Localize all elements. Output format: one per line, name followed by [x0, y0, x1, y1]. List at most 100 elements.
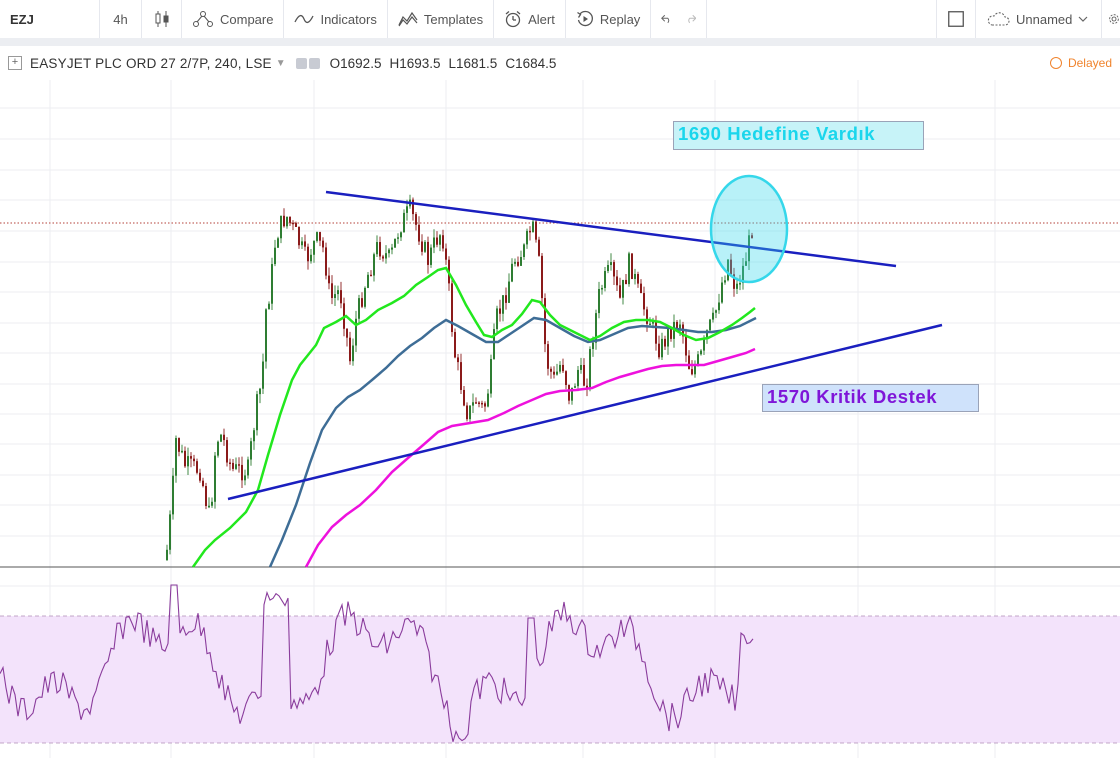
candle-body — [391, 247, 393, 250]
alert-button[interactable]: Alert — [494, 0, 566, 38]
candle-body — [610, 262, 612, 265]
candle-body — [532, 221, 534, 232]
candle-body — [703, 337, 705, 351]
candle-body — [358, 298, 360, 319]
high-key: H — [389, 55, 400, 71]
candle-body — [676, 321, 678, 329]
candle-body — [652, 320, 654, 324]
rsi-line — [0, 584, 754, 742]
interval-button[interactable]: 4h — [100, 0, 142, 38]
candle-body — [451, 283, 453, 333]
plus-icon[interactable]: + — [8, 56, 22, 70]
chart-legend: + EASYJET PLC ORD 27 2/7P, 240, LSE ▼ O 1… — [0, 46, 1120, 80]
candle-body — [523, 244, 525, 257]
candle-body — [235, 464, 237, 469]
candle-body — [415, 214, 417, 225]
candle-body — [658, 343, 660, 358]
candle-body — [400, 232, 402, 238]
indicators-button[interactable]: Indicators — [284, 0, 388, 38]
delayed-badge[interactable]: Delayed — [1049, 56, 1112, 70]
candle-body — [637, 273, 639, 284]
settings-small-icon[interactable] — [308, 57, 320, 69]
candle-body — [721, 282, 723, 303]
low-key: L — [448, 55, 457, 71]
candle-body — [259, 388, 261, 395]
candle-body — [322, 240, 324, 248]
candle-body — [385, 253, 387, 259]
candle-body — [586, 385, 588, 388]
clock-icon — [1049, 57, 1062, 69]
candle-body — [196, 461, 198, 473]
candle-body — [274, 247, 276, 265]
candle-body — [481, 402, 483, 405]
symbol-title[interactable]: EASYJET PLC ORD 27 2/7P, 240, LSE — [30, 55, 272, 71]
candle-body — [655, 320, 657, 344]
candle-body — [355, 318, 357, 346]
candle-body — [301, 241, 303, 246]
candle-body — [640, 283, 642, 294]
candle-body — [511, 263, 513, 282]
candle-body — [580, 364, 582, 370]
layout-menu-button[interactable]: Unnamed — [976, 0, 1102, 38]
candle-body — [172, 475, 174, 515]
candle-body — [373, 254, 375, 276]
ohlc-close: C1684.5 — [505, 56, 556, 71]
candle-body — [730, 259, 732, 275]
candle-body — [691, 369, 693, 375]
candlestick-icon — [155, 11, 168, 27]
eye-icon[interactable] — [295, 57, 307, 69]
candle-body — [709, 319, 711, 331]
open-key: O — [329, 55, 341, 71]
candle-body — [379, 242, 381, 257]
candle-body — [493, 329, 495, 360]
interval-label: 4h — [113, 11, 128, 27]
candle-body — [256, 394, 258, 431]
replay-button[interactable]: Replay — [566, 0, 652, 38]
candle-body — [727, 259, 729, 281]
candle-body — [607, 264, 609, 272]
candle-body — [199, 472, 201, 481]
high-value: 1693.5 — [399, 55, 441, 71]
candle-body — [286, 216, 288, 227]
layout-name: Unnamed — [1016, 11, 1073, 27]
candle-body — [556, 371, 558, 375]
candle-body — [724, 280, 726, 283]
candle-body — [313, 240, 315, 255]
candle-body — [445, 248, 447, 260]
candle-body — [337, 290, 339, 295]
candle-body — [211, 501, 213, 506]
candle-body — [292, 222, 294, 225]
candle-body — [280, 215, 282, 239]
candle-body — [412, 199, 414, 215]
support-annotation[interactable]: 1570 Kritik Destek — [762, 384, 979, 412]
candle-body — [439, 235, 441, 245]
price-chart[interactable] — [0, 46, 1120, 758]
candle-body — [541, 255, 543, 299]
candle-body — [262, 361, 264, 389]
templates-button[interactable]: Templates — [388, 0, 495, 38]
candle-body — [517, 261, 519, 266]
candle-body — [436, 237, 438, 245]
compare-button[interactable]: Compare — [182, 0, 285, 38]
candle-body — [193, 458, 195, 462]
caret-down-icon[interactable]: ▼ — [275, 57, 286, 69]
toolbar-separator — [0, 38, 1120, 46]
symbol-search[interactable]: EZJ — [0, 0, 100, 38]
candle-body — [388, 249, 390, 254]
settings-button[interactable] — [1102, 0, 1120, 38]
candle-body — [217, 441, 219, 456]
indicators-label: Indicators — [320, 11, 377, 27]
undo-icon[interactable] — [661, 13, 672, 25]
gear-icon — [1109, 14, 1119, 24]
chart-style-button[interactable] — [142, 0, 182, 38]
fullscreen-button[interactable] — [936, 0, 976, 38]
symbol-label: EZJ — [10, 11, 34, 27]
candle-body — [241, 464, 243, 481]
candle-body — [577, 369, 579, 387]
candle-body — [487, 393, 489, 407]
target-annotation[interactable]: 1690 Hedefine Vardık — [673, 121, 924, 150]
candle-body — [295, 223, 297, 228]
candle-body — [169, 514, 171, 550]
redo-icon[interactable] — [686, 13, 697, 25]
candle-body — [505, 295, 507, 303]
